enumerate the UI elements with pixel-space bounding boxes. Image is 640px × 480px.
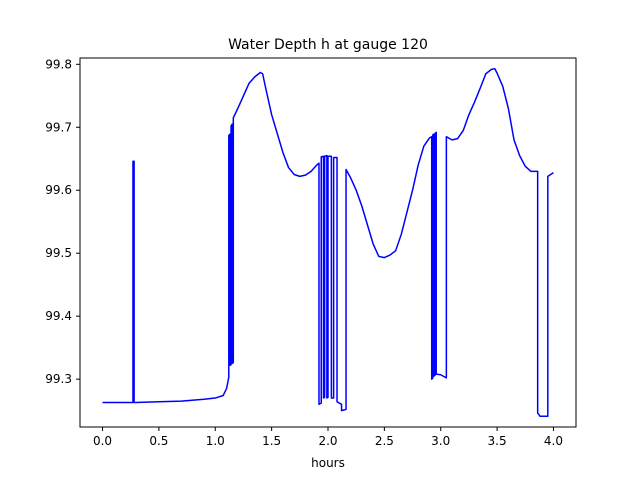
y-axis-ticks: 99.3 99.4 99.5 99.6 99.7 99.8: [45, 57, 80, 386]
series-layer: [102, 67, 554, 418]
series-line-0: [102, 67, 554, 418]
x-tick-label: 0.0: [93, 434, 112, 448]
x-tick-label: 0.5: [149, 434, 168, 448]
x-axis-ticks: 0.0 0.5 1.0 1.5 2.0 2.5 3.0 3.5 4.0: [93, 427, 563, 448]
y-tick-label: 99.6: [45, 183, 72, 197]
y-tick-label: 99.5: [45, 246, 72, 260]
y-tick-label: 99.3: [45, 372, 72, 386]
x-tick-label: 2.5: [375, 434, 394, 448]
x-tick-label: 1.0: [206, 434, 225, 448]
x-tick-label: 1.5: [262, 434, 281, 448]
plot-area: [79, 57, 577, 428]
chart-title: Water Depth h at gauge 120: [228, 37, 428, 53]
x-tick-label: 2.0: [318, 434, 337, 448]
y-tick-label: 99.8: [45, 57, 72, 71]
x-tick-label: 3.5: [488, 434, 507, 448]
x-tick-label: 4.0: [544, 434, 563, 448]
x-axis-label: hours: [311, 456, 345, 470]
y-tick-label: 99.4: [45, 309, 72, 323]
y-tick-label: 99.7: [45, 120, 72, 134]
x-tick-label: 3.0: [431, 434, 450, 448]
